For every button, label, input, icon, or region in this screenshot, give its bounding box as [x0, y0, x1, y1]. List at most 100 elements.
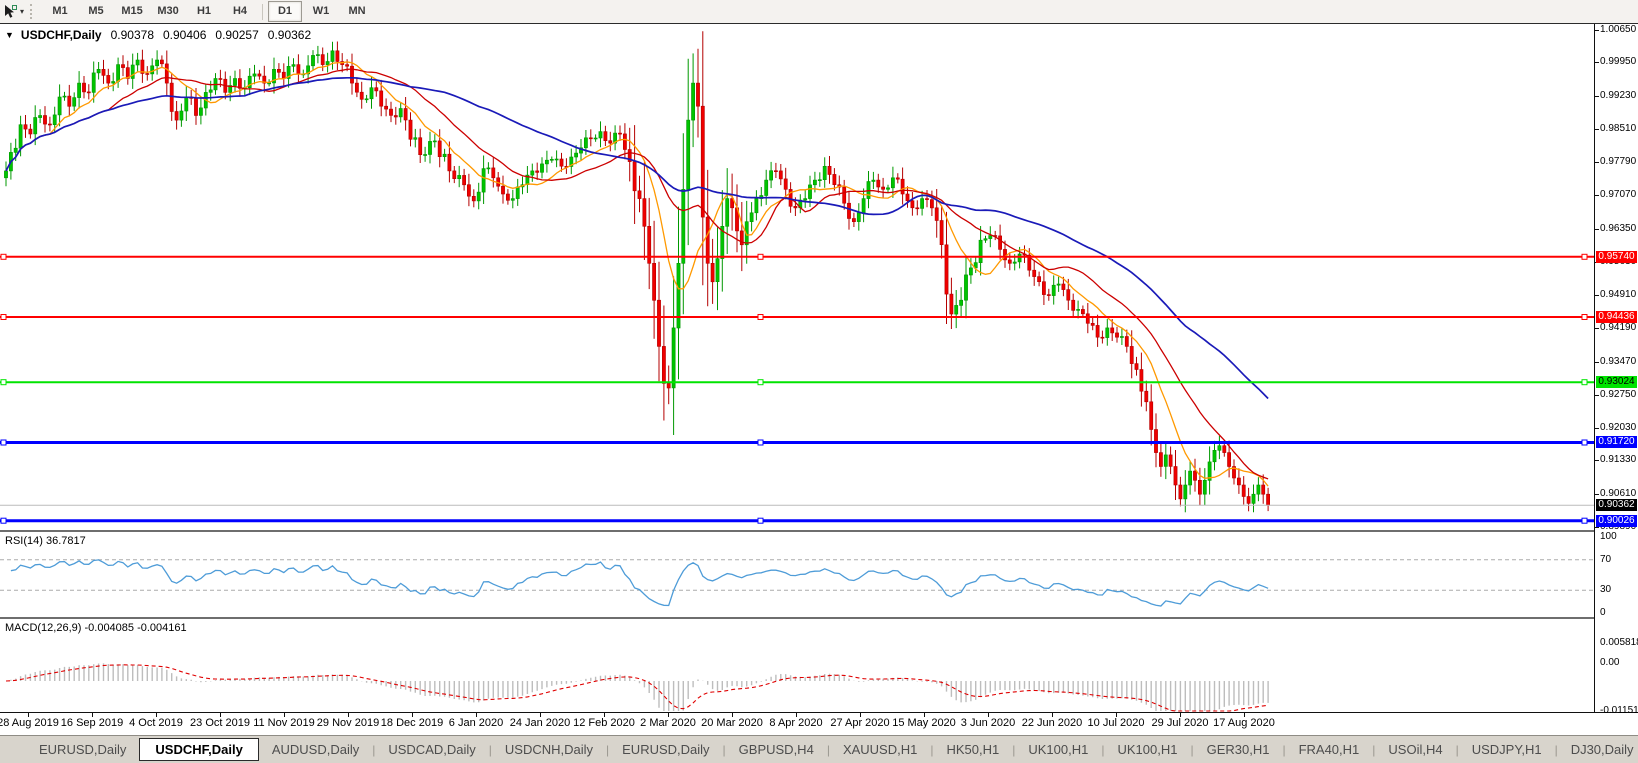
tab-separator: |: [1455, 742, 1459, 757]
timeframe-button-m5[interactable]: M5: [88, 5, 104, 17]
date-axis[interactable]: 28 Aug 2019 16 Sep 2019 4 Oct 2019 23 Oct 2…: [0, 713, 1638, 735]
timeframe-button-mn[interactable]: MN: [348, 5, 366, 17]
level-price-chip: 0.94436: [1596, 311, 1637, 323]
timeframe-button-m15[interactable]: M15: [121, 5, 143, 17]
date-tick: [1180, 713, 1181, 717]
timeframe-button-m30[interactable]: M30: [157, 5, 179, 17]
timeframe-button-m1[interactable]: M1: [52, 5, 68, 17]
timeframe-button-d1[interactable]: D1: [268, 1, 303, 22]
candle-body: [262, 75, 267, 84]
macd-indicator-pane[interactable]: MACD(12,26,9) -0.004085 -0.004161: [0, 619, 1594, 712]
line-handle[interactable]: [757, 253, 764, 260]
cursor-tool-button[interactable]: ▾: [0, 2, 28, 22]
chart-tab-fra40-h1[interactable]: FRA40,H1: [1298, 742, 1360, 757]
chart-tab-usdcad-daily[interactable]: USDCAD,Daily: [388, 742, 476, 757]
chart-tab-eurusd-daily[interactable]: EURUSD,Daily: [622, 742, 710, 757]
date-tick: [924, 713, 925, 717]
chart-tab-uk100-h1[interactable]: UK100,H1: [1028, 742, 1089, 757]
line-handle[interactable]: [0, 253, 7, 260]
chart-tab-eurusd-daily[interactable]: EURUSD,Daily: [39, 742, 127, 757]
line-handle[interactable]: [0, 517, 7, 524]
tab-separator: |: [488, 742, 492, 757]
line-handle[interactable]: [757, 439, 764, 446]
chart-tab-usdchf-daily[interactable]: USDCHF,Daily: [139, 738, 259, 761]
axis-tick: [1595, 229, 1599, 230]
chart-tab-usdcnh-daily[interactable]: USDCNH,Daily: [504, 742, 594, 757]
candle-body: [530, 170, 535, 176]
chart-dropdown-icon[interactable]: ▼: [5, 30, 14, 40]
candle-body: [554, 158, 559, 161]
candle-body: [681, 189, 686, 264]
candle-body: [330, 50, 335, 62]
chart-tab-hk50-h1[interactable]: HK50,H1: [946, 742, 1000, 757]
candle-body: [535, 170, 540, 173]
candle-body: [218, 78, 223, 80]
timeframe-button-h1[interactable]: H1: [196, 5, 212, 17]
candle-body: [827, 166, 832, 175]
candle-body: [583, 137, 588, 149]
date-axis-label: 18 Dec 2019: [380, 717, 444, 729]
line-handle[interactable]: [0, 314, 7, 320]
date-tick: [732, 713, 733, 717]
line-handle[interactable]: [757, 517, 764, 524]
candle-body: [1129, 346, 1134, 364]
price-axis-label: 0.97070: [1600, 189, 1637, 200]
date-axis-label: 24 Jan 2020: [509, 717, 571, 729]
date-tick: [668, 713, 669, 717]
line-handle[interactable]: [0, 379, 7, 386]
tab-separator: |: [372, 742, 376, 757]
axis-tick: [1595, 129, 1599, 130]
chart-tab-ger30-h1[interactable]: GER30,H1: [1206, 742, 1270, 757]
chart-tab-audusd-daily[interactable]: AUDUSD,Daily: [271, 742, 360, 757]
date-axis-label: 11 Nov 2019: [253, 717, 315, 729]
chart-tab-uk100-h1[interactable]: UK100,H1: [1117, 742, 1178, 757]
line-handle[interactable]: [1581, 314, 1588, 320]
candle-body: [52, 114, 57, 126]
candle-body: [944, 244, 949, 295]
candle-body: [744, 221, 749, 246]
price-axis[interactable]: 1.00650 0.99950 0.99230 0.98510 0.97790 0.970…: [1594, 24, 1638, 716]
chart-tab-usdjpy-h1[interactable]: USDJPY,H1: [1471, 742, 1542, 757]
line-handle[interactable]: [0, 439, 7, 446]
level-price-chip: 0.95740: [1596, 251, 1637, 263]
line-handle[interactable]: [1581, 379, 1588, 386]
line-handle[interactable]: [1581, 517, 1588, 524]
toolbar-grip[interactable]: [30, 4, 37, 19]
chart-tab-usoil-h4[interactable]: USOil,H4: [1388, 742, 1443, 757]
line-handle[interactable]: [757, 379, 764, 386]
axis-tick: [1595, 295, 1599, 296]
line-handle[interactable]: [757, 314, 764, 320]
line-handle[interactable]: [1581, 439, 1588, 446]
candle-body: [121, 64, 125, 68]
chart-tab-xauusd-h1[interactable]: XAUUSD,H1: [842, 742, 918, 757]
candle-body: [657, 299, 661, 347]
candle-body: [155, 59, 160, 67]
candle-body: [540, 163, 544, 173]
chart-tab-dj30-daily[interactable]: DJ30,Daily: [1570, 742, 1634, 757]
timeframe-button-w1[interactable]: W1: [312, 5, 330, 17]
candle-body: [1188, 470, 1193, 486]
candle-body: [335, 50, 340, 62]
candle-body: [428, 141, 432, 155]
candle-body: [325, 61, 330, 66]
macd-axis-label: 0.00: [1600, 657, 1620, 668]
date-axis-label: 4 Oct 2019: [129, 717, 183, 729]
date-axis-label: 23 Oct 2019: [190, 717, 250, 729]
candle-body: [890, 177, 895, 189]
timeframe-button-h4[interactable]: H4: [232, 5, 248, 17]
line-handle[interactable]: [1581, 253, 1588, 260]
tab-separator: |: [1372, 742, 1376, 757]
price-chart-pane[interactable]: ▼ USDCHF,Daily 0.90378 0.90406 0.90257 0…: [0, 24, 1594, 530]
candle-body: [710, 263, 715, 283]
candle-body: [1256, 484, 1261, 495]
price-axis-label: 0.92750: [1600, 389, 1637, 400]
candle-body: [998, 235, 1003, 250]
rsi-indicator-pane[interactable]: RSI(14) 36.7817: [0, 532, 1594, 617]
candle-body: [730, 198, 735, 209]
candle-body: [33, 117, 38, 135]
price-axis-label: 0.99230: [1600, 90, 1637, 101]
candle-body: [895, 177, 900, 180]
date-axis-label: 2 Mar 2020: [640, 717, 696, 729]
candle-body: [423, 154, 428, 156]
chart-tab-gbpusd-h4[interactable]: GBPUSD,H4: [738, 742, 814, 757]
